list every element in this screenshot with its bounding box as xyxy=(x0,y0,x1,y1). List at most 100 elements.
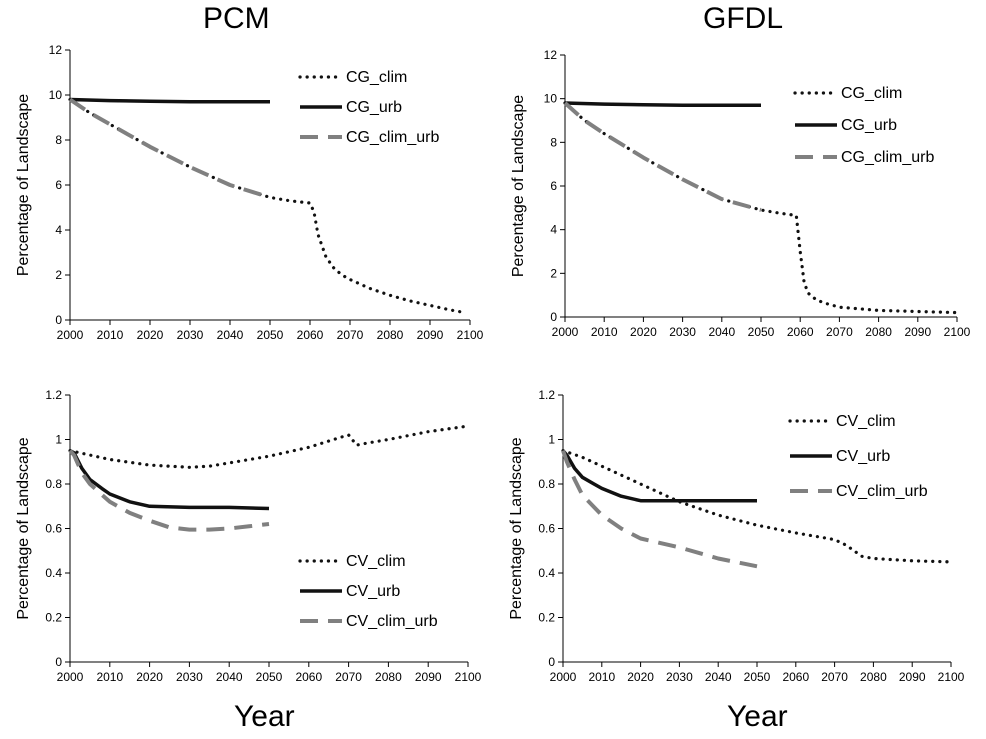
y-tick-label: 1 xyxy=(55,433,62,447)
x-tick-label: 2050 xyxy=(748,325,775,339)
x-tick-label: 2030 xyxy=(176,670,203,684)
x-tick-label: 2060 xyxy=(295,670,322,684)
y-tick-label: 0 xyxy=(550,310,557,324)
y-tick-label: 0.2 xyxy=(45,611,62,625)
legend-label: CG_clim xyxy=(346,69,407,86)
y-tick-label: 0.2 xyxy=(538,611,555,625)
series-line-cv-urb xyxy=(561,449,757,503)
y-tick-label: 1 xyxy=(548,433,555,447)
legend-label: CG_clim_urb xyxy=(841,149,934,166)
y-tick-label: 0.8 xyxy=(538,477,555,491)
y-tick-label: 4 xyxy=(55,223,62,237)
series-line-cg-clim xyxy=(68,97,468,315)
x-tick-label: 2070 xyxy=(337,328,364,342)
series-line-cv-clim xyxy=(561,448,953,564)
x-tick-label: 2030 xyxy=(669,325,696,339)
x-tick-label: 2050 xyxy=(257,328,284,342)
pcm-cv-chart: 0 0.2 0.4 0.6 0.8 1 1.2 2000 2010 2020 2030 2040 205… xyxy=(15,388,482,684)
x-tick-label: 2020 xyxy=(136,670,163,684)
x-tick-label: 2080 xyxy=(865,325,892,339)
x-tick-label: 2000 xyxy=(57,670,84,684)
x-tick-label: 2100 xyxy=(457,328,484,342)
x-tick-label: 2030 xyxy=(666,670,693,684)
y-tick-label: 10 xyxy=(544,92,558,106)
pcm-column-title: PCM xyxy=(203,2,270,35)
y-tick-label: 8 xyxy=(55,133,62,147)
y-tick-label: 1.2 xyxy=(538,388,555,402)
y-tick-label: 2 xyxy=(550,266,557,280)
x-tick-label: 2010 xyxy=(96,670,123,684)
x-tick-label: 2070 xyxy=(335,670,362,684)
legend-label: CV_urb xyxy=(346,583,400,600)
x-tick-label: 2090 xyxy=(904,325,931,339)
legend-label: CV_clim xyxy=(836,413,896,430)
x-tick-label: 2050 xyxy=(256,670,283,684)
x-tick-label: 2030 xyxy=(177,328,204,342)
gfdl-cv-chart: 0 0.2 0.4 0.6 0.8 1 1.2 2000 2010 2020 2030 2040 205… xyxy=(508,388,965,684)
y-tick-label: 6 xyxy=(55,178,62,192)
x-tick-label: 2040 xyxy=(217,328,244,342)
series-line-cg-clim xyxy=(563,101,959,315)
x-tick-label: 2050 xyxy=(744,670,771,684)
pcm-cg-chart: 0 2 4 6 8 10 12 2000 2010 2020 2030 2040 2050 2060 207… xyxy=(15,43,484,342)
x-tick-label: 2010 xyxy=(97,328,124,342)
series-line-cg-urb xyxy=(564,101,761,107)
y-tick-label: 1.2 xyxy=(45,388,62,402)
x-tick-label: 2040 xyxy=(708,325,735,339)
series-line-cv-clim xyxy=(68,424,470,469)
x-tick-label: 2100 xyxy=(938,670,965,684)
y-tick-label: 4 xyxy=(550,223,557,237)
y-axis-label: Percentage of Landscape xyxy=(15,94,32,276)
y-tick-label: 0.6 xyxy=(538,522,555,536)
legend-label: CV_urb xyxy=(836,448,890,465)
x-tick-label: 2070 xyxy=(826,325,853,339)
legend-label: CV_clim_urb xyxy=(836,483,928,500)
x-tick-label: 2100 xyxy=(455,670,482,684)
y-tick-label: 0 xyxy=(55,655,62,669)
legend-label: CV_clim xyxy=(346,553,406,570)
series-line-cg-clim-urb xyxy=(68,97,271,200)
x-tick-label: 2000 xyxy=(57,328,84,342)
legend-label: CG_urb xyxy=(841,117,897,134)
x-tick-label: 2080 xyxy=(375,670,402,684)
series-line-cg-clim-urb xyxy=(563,101,762,212)
x-tick-label: 2020 xyxy=(630,325,657,339)
x-tick-label: 2090 xyxy=(899,670,926,684)
x-tick-label: 2040 xyxy=(705,670,732,684)
x-tick-label: 2070 xyxy=(821,670,848,684)
y-axis-label: Percentage of Landscape xyxy=(508,437,525,619)
y-tick-label: 12 xyxy=(544,48,558,62)
x-tick-label: 2060 xyxy=(782,670,809,684)
gfdl-cg-chart: 0 2 4 6 8 10 12 2000 2010 2020 2030 2040 2050 2060 207… xyxy=(510,48,971,339)
x-tick-label: 2010 xyxy=(591,325,618,339)
y-axis-label: Percentage of Landscape xyxy=(15,437,32,619)
y-tick-label: 0.6 xyxy=(45,522,62,536)
y-tick-label: 0.4 xyxy=(45,566,62,580)
y-tick-label: 10 xyxy=(49,88,63,102)
legend-label: CG_clim_urb xyxy=(346,129,439,146)
x-tick-label: 2000 xyxy=(550,670,577,684)
series-line-cv-clim-urb xyxy=(561,449,758,569)
x-tick-label: 2040 xyxy=(216,670,243,684)
y-tick-label: 0 xyxy=(55,313,62,327)
x-tick-label: 2080 xyxy=(860,670,887,684)
x-tick-label: 2020 xyxy=(627,670,654,684)
y-axis-label: Percentage of Landscape xyxy=(510,95,527,277)
y-tick-label: 12 xyxy=(49,43,63,57)
x-tick-label: 2000 xyxy=(552,325,579,339)
y-tick-label: 0.8 xyxy=(45,477,62,491)
x-tick-label: 2080 xyxy=(377,328,404,342)
x-tick-label: 2090 xyxy=(417,328,444,342)
gfdl-x-axis-label: Year xyxy=(727,700,788,733)
y-tick-label: 0 xyxy=(548,655,555,669)
gfdl-column-title: GFDL xyxy=(703,2,784,35)
series-line-cv-urb xyxy=(69,449,270,511)
y-tick-label: 8 xyxy=(550,135,557,149)
x-tick-label: 2060 xyxy=(787,325,814,339)
x-tick-label: 2100 xyxy=(944,325,971,339)
pcm-x-axis-label: Year xyxy=(234,700,295,733)
legend-label: CG_urb xyxy=(346,99,402,116)
y-tick-label: 0.4 xyxy=(538,566,555,580)
x-tick-label: 2020 xyxy=(137,328,164,342)
